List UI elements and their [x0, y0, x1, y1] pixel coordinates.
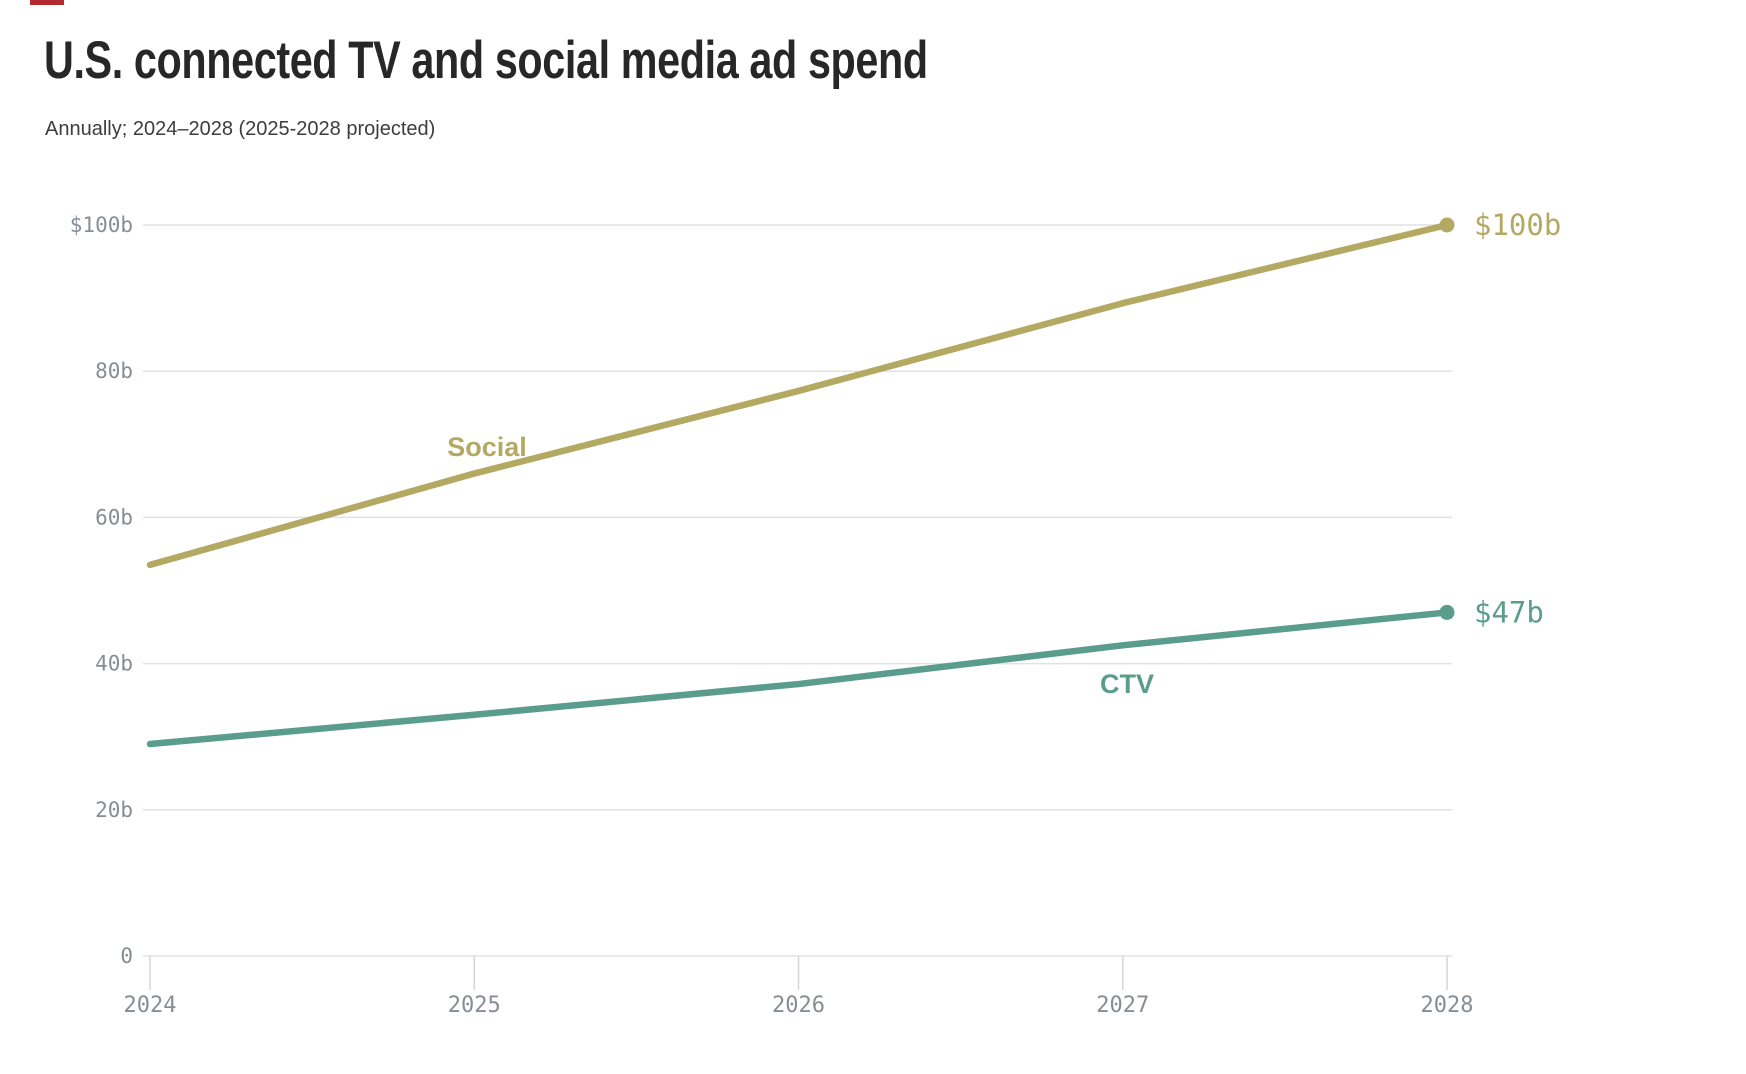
x-axis-tick-label: 2024 — [124, 993, 177, 1018]
chart-title: U.S. connected TV and social media ad sp… — [44, 31, 928, 90]
x-axis-tick-label: 2025 — [448, 993, 501, 1018]
series-endpoint-dot-social — [1439, 217, 1455, 233]
series-endpoint-dot-ctv — [1439, 604, 1455, 620]
y-axis-tick-label: 20b — [95, 798, 133, 822]
series-end-value-label-social: $100b — [1474, 208, 1561, 242]
y-axis-tick-label: 60b — [95, 505, 133, 529]
y-axis-tick-label: $100b — [70, 213, 133, 237]
y-axis-tick-label: 80b — [95, 359, 133, 383]
series-inline-label-ctv: CTV — [1100, 669, 1154, 699]
y-axis-tick-label: 0 — [120, 944, 133, 968]
y-axis-tick-label: 40b — [95, 652, 133, 676]
series-line-social — [146, 221, 1451, 569]
x-axis-tick-label: 2028 — [1421, 993, 1474, 1018]
chart-subtitle: Annually; 2024–2028 (2025-2028 projected… — [45, 118, 436, 140]
x-axis-tick-label: 2026 — [772, 993, 825, 1018]
series-inline-label-social: Social — [447, 432, 527, 462]
series-end-value-label-ctv: $47b — [1474, 595, 1544, 629]
series-line-ctv — [146, 609, 1451, 748]
brand-accent-bar — [30, 0, 64, 5]
x-axis-tick-label: 2027 — [1096, 993, 1149, 1018]
